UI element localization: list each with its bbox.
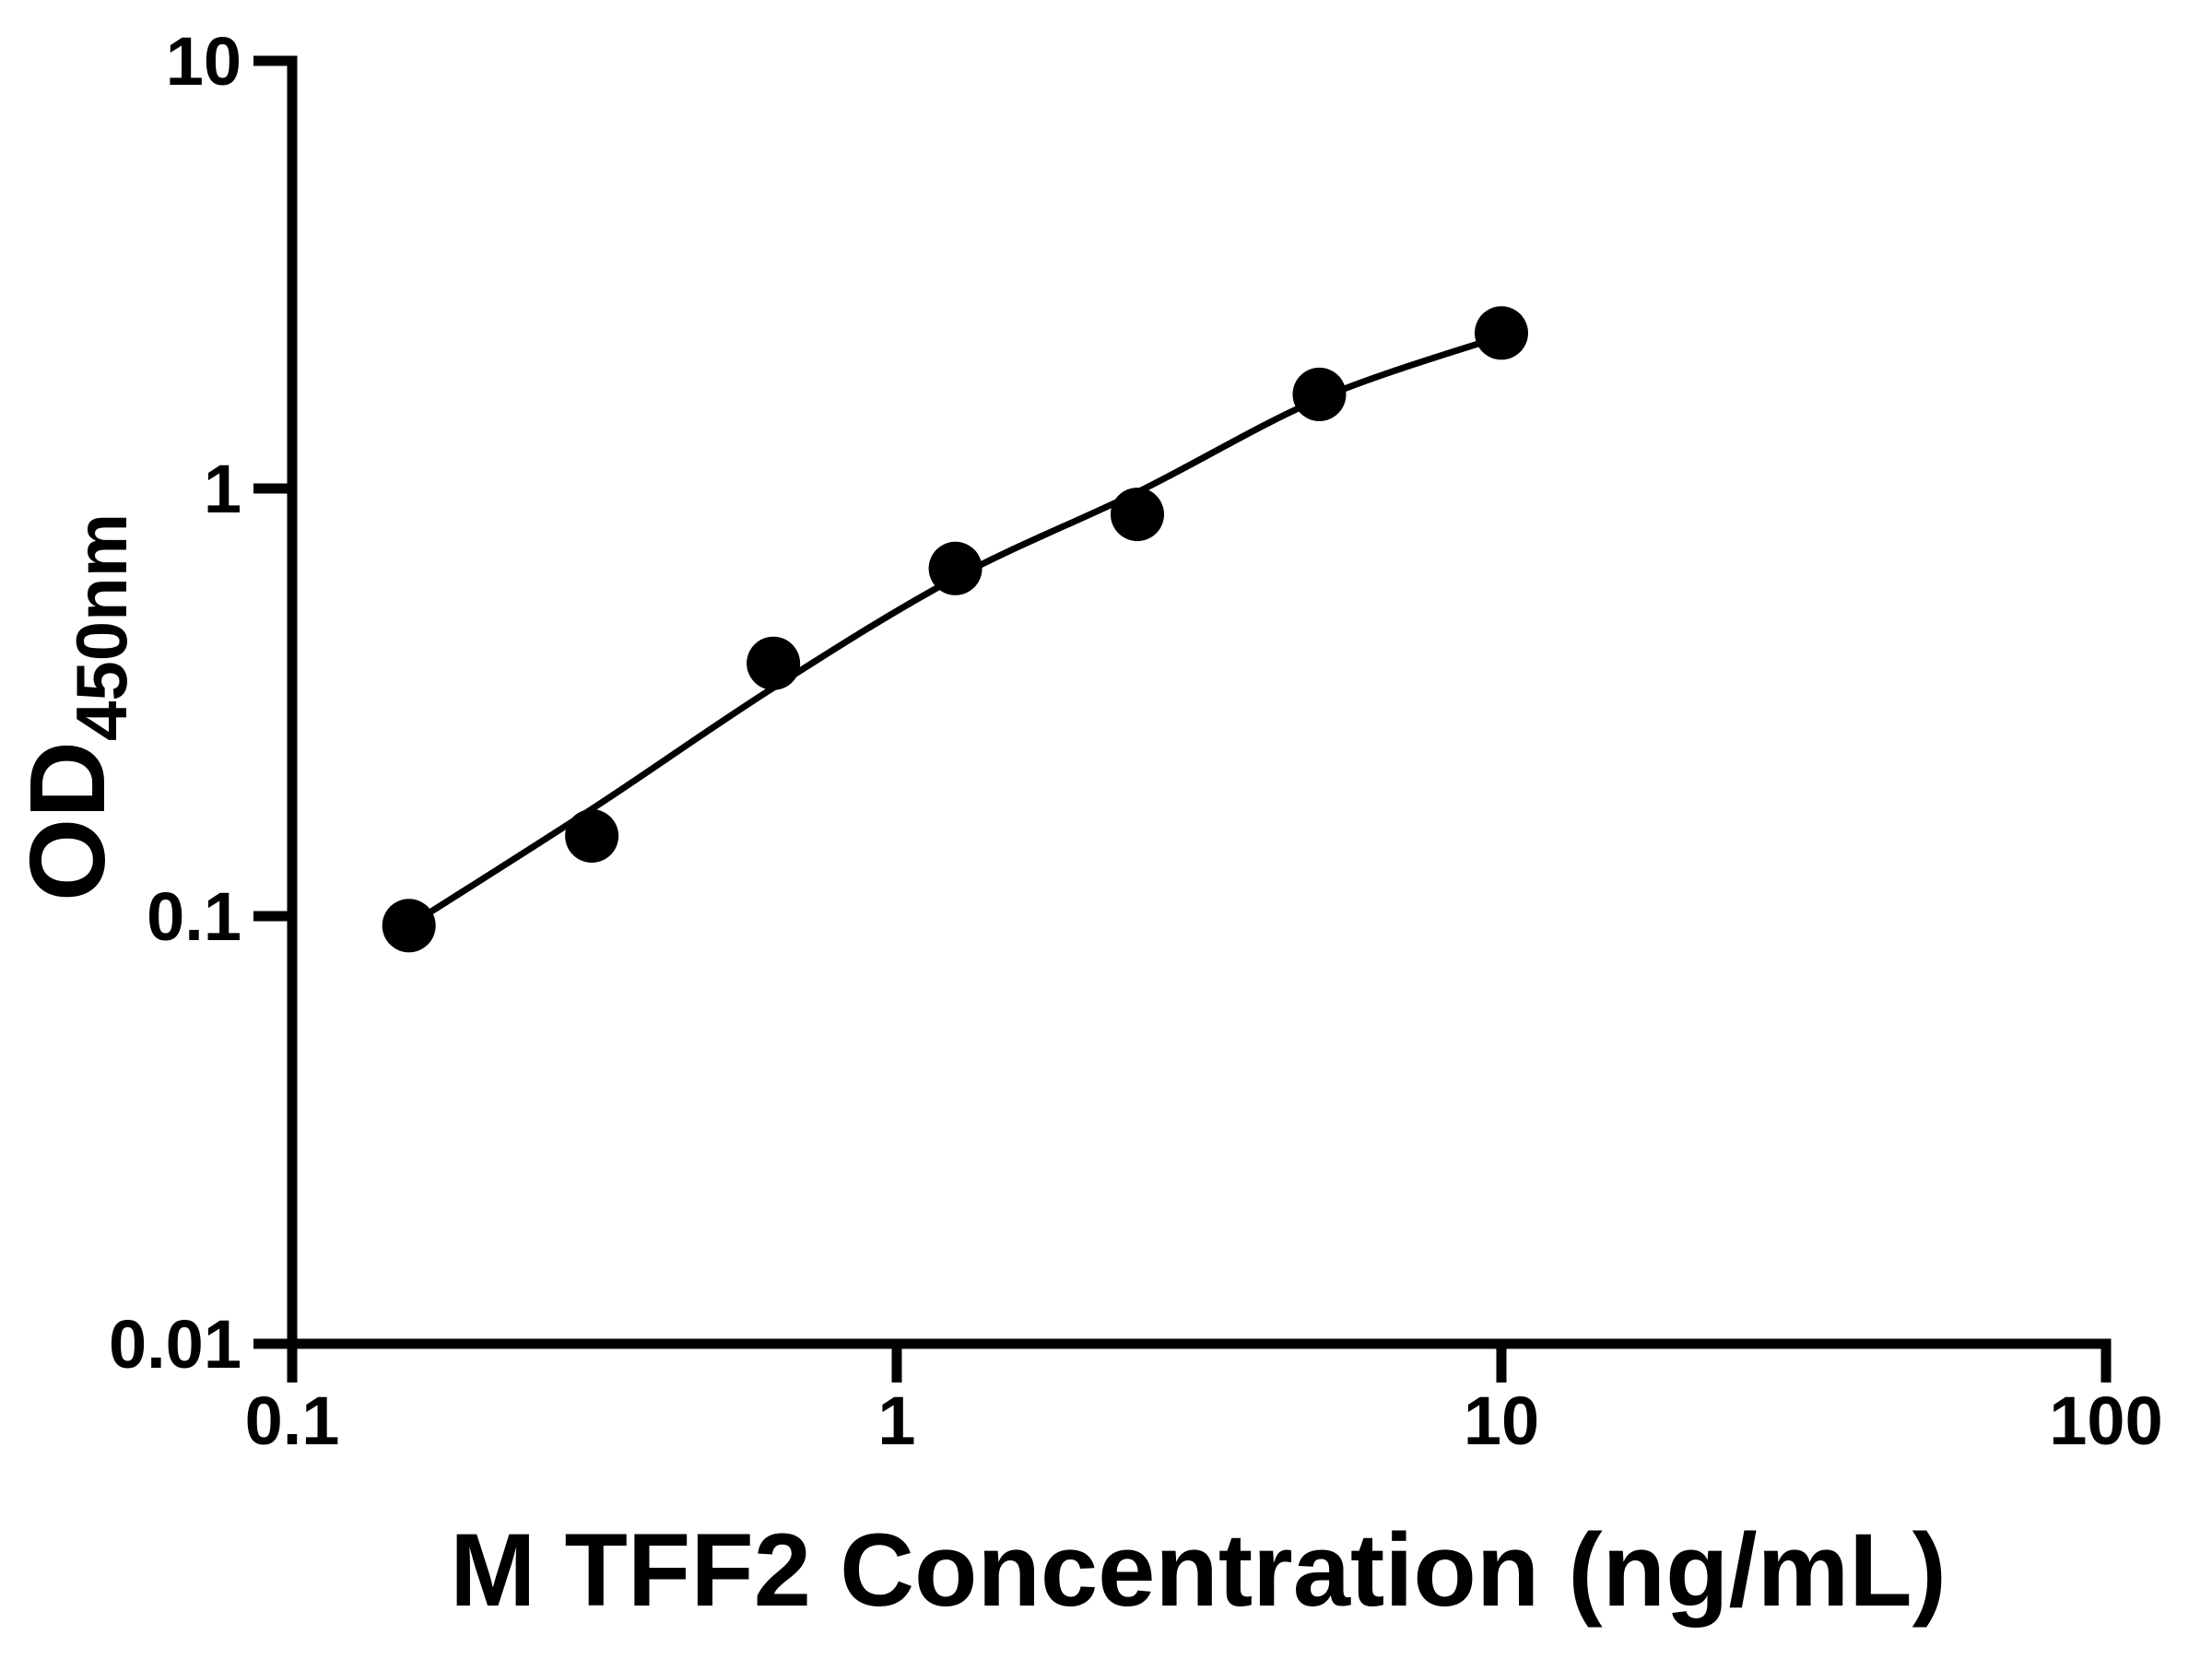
y-tick-label-0.01: 0.01 [109,1306,241,1382]
y-tick-label-0.1: 0.1 [147,878,241,955]
data-point [1111,488,1164,542]
data-point [565,809,619,863]
plot-geometry [253,55,2112,1382]
data-point [1475,306,1528,360]
x-axis-title: M TFF2 Concentration (ng/mL) [450,1512,1947,1628]
x-tick-label-100: 100 [2049,1382,2162,1459]
data-point [928,541,982,595]
data-point [747,636,801,690]
y-tick-label-10: 10 [166,23,241,100]
data-point [382,899,436,953]
data-point [1292,367,1347,421]
y-axis-title-base: OD [7,741,127,901]
y-axis-title: OD450nm [7,513,142,901]
y-tick-label-1: 1 [204,451,241,527]
x-tick-label-0.1: 0.1 [245,1382,340,1459]
y-axis-title-subscript: 450nm [61,513,142,741]
x-tick-label-10: 10 [1464,1382,1539,1459]
x-tick-label-1: 1 [877,1382,915,1459]
